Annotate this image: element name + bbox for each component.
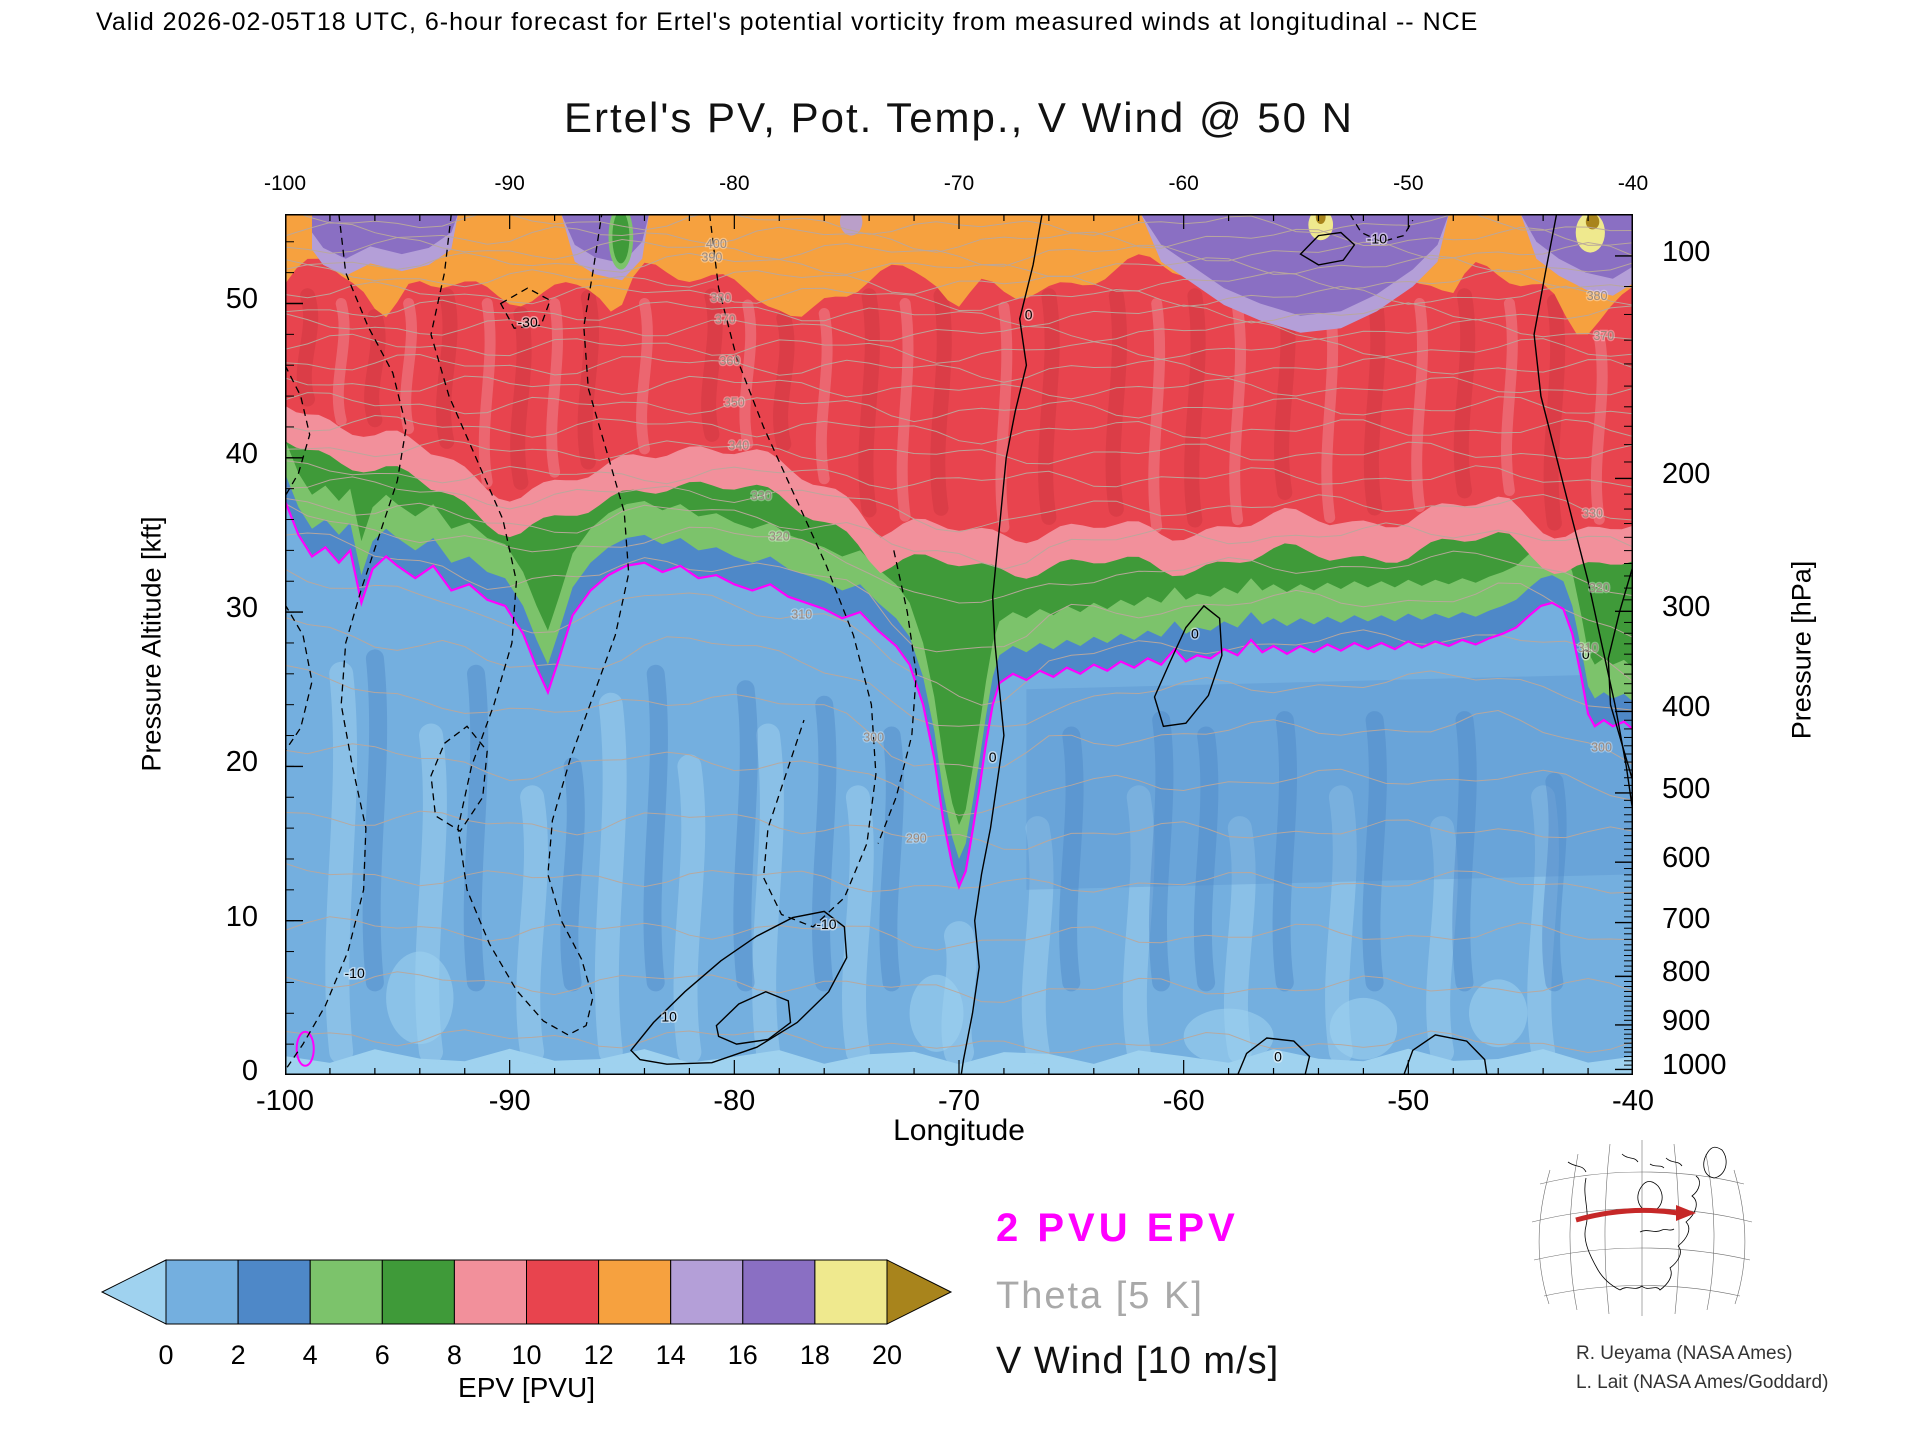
- colorbar-tick-label: 6: [374, 1340, 390, 1370]
- svg-text:0: 0: [1191, 626, 1199, 642]
- svg-text:-10: -10: [345, 965, 365, 981]
- y-axis-tick-label-hpa: 200: [1662, 458, 1711, 491]
- y-axis-tick-label-kft: 10: [225, 900, 258, 933]
- svg-text:350: 350: [724, 395, 745, 409]
- x-axis-tick-label: -50: [1387, 1085, 1430, 1117]
- map-inset: [1531, 1140, 1753, 1316]
- svg-text:390: 390: [701, 250, 722, 264]
- x-axis-tick-label: -100: [255, 1085, 315, 1117]
- svg-text:320: 320: [1589, 581, 1610, 595]
- credit-line-1: R. Ueyama (NASA Ames): [1576, 1343, 1793, 1364]
- svg-text:300: 300: [1591, 740, 1612, 754]
- credit-line-2: L. Lait (NASA Ames/Goddard): [1576, 1371, 1829, 1393]
- x-axis-tick-label: -80: [713, 1085, 756, 1117]
- svg-text:340: 340: [728, 439, 749, 453]
- svg-text:330: 330: [751, 489, 772, 503]
- y-axis-tick-label-kft: 40: [225, 437, 258, 470]
- colorbar-tick-label: 12: [583, 1340, 614, 1370]
- x-axis-tick-label-top: -80: [719, 172, 750, 195]
- x-axis-tick-label-top: -90: [494, 172, 525, 195]
- svg-text:400: 400: [706, 237, 727, 251]
- y-axis-tick-label-hpa: 700: [1662, 902, 1711, 935]
- map-graticule: [1531, 1140, 1753, 1316]
- x-axis-label: Longitude: [893, 1114, 1025, 1147]
- overlay-legend: 2 PVU EPV Theta [5 K] V Wind [10 m/s]: [996, 1206, 1279, 1383]
- y-axis-tick-label-kft: 50: [225, 283, 258, 316]
- legend-theta: Theta [5 K]: [996, 1275, 1204, 1317]
- colorbar-tick-label: 2: [230, 1340, 246, 1370]
- credits: R. Ueyama (NASA Ames) L. Lait (NASA Ames…: [1576, 1340, 1828, 1397]
- svg-text:360: 360: [719, 354, 740, 368]
- svg-text:310: 310: [1578, 641, 1599, 655]
- svg-text:0: 0: [1274, 1048, 1282, 1064]
- x-axis-tick-label-top: -60: [1168, 172, 1199, 195]
- y-axis-tick-label-hpa: 800: [1662, 956, 1711, 989]
- y-axis-tick-label-hpa: 300: [1662, 591, 1711, 624]
- colorbar-tick-label: 14: [655, 1340, 686, 1370]
- x-axis-tick-label: -60: [1162, 1085, 1205, 1117]
- y-axis-tick-label-hpa: 900: [1662, 1004, 1711, 1037]
- svg-text:290: 290: [906, 832, 927, 846]
- svg-text:380: 380: [710, 291, 731, 305]
- header-valid-text: Valid 2026-02-05T18 UTC, 6-hour forecast…: [96, 8, 1479, 36]
- x-axis-tick-label: -70: [938, 1085, 980, 1117]
- svg-text:-30: -30: [518, 314, 538, 330]
- colorbar-label: EPV [PVU]: [458, 1372, 595, 1403]
- x-axis-tick-label: -40: [1612, 1085, 1654, 1117]
- svg-text:370: 370: [715, 312, 736, 326]
- y-axis-tick-label-kft: 30: [225, 592, 258, 625]
- cross-section-track: [1575, 1207, 1679, 1223]
- colorbar: [100, 1259, 953, 1325]
- svg-text:380: 380: [1587, 289, 1608, 303]
- y-axis-tick-label-hpa: 400: [1662, 691, 1711, 724]
- x-axis-tick-label-top: -50: [1393, 172, 1424, 195]
- y-axis-tick-label-hpa: 500: [1662, 772, 1711, 805]
- colorbar-tick-label: 10: [511, 1340, 542, 1370]
- y-axis-label-right: Pressure [hPa]: [1786, 560, 1817, 740]
- y-axis-tick-label-hpa: 100: [1662, 235, 1711, 268]
- x-axis-tick-label-top: -100: [263, 172, 307, 195]
- svg-text:-10: -10: [1367, 231, 1387, 247]
- svg-text:370: 370: [1593, 329, 1614, 343]
- y-axis-tick-label-hpa: 600: [1662, 842, 1711, 875]
- colorbar-tick-label: 16: [727, 1340, 758, 1370]
- map-coastlines: [1567, 1146, 1727, 1291]
- x-axis-tick-label-top: -70: [943, 172, 975, 195]
- colorbar-tick-label: 8: [446, 1340, 462, 1370]
- y-axis-label-left: Pressure Altitude [kft]: [136, 516, 167, 772]
- svg-text:330: 330: [1582, 506, 1603, 520]
- svg-text:0: 0: [1582, 646, 1590, 662]
- svg-text:320: 320: [769, 530, 790, 544]
- colorbar-tick-label: 4: [302, 1340, 318, 1370]
- svg-text:0: 0: [1025, 306, 1033, 322]
- chart-title: Ertel's PV, Pot. Temp., V Wind @ 50 N: [564, 94, 1354, 141]
- y-axis-tick-label-kft: 0: [241, 1055, 258, 1087]
- svg-text:10: 10: [661, 1008, 677, 1024]
- legend-2pvu-epv: 2 PVU EPV: [996, 1206, 1239, 1250]
- svg-text:310: 310: [791, 608, 812, 622]
- x-axis-tick-label: -90: [488, 1085, 531, 1117]
- svg-text:-10: -10: [816, 916, 836, 932]
- colorbar-tick-label: 18: [799, 1340, 830, 1370]
- svg-text:300: 300: [863, 731, 884, 745]
- y-axis-tick-label-kft: 20: [225, 746, 258, 779]
- y-axis-tick-label-hpa: 1000: [1662, 1049, 1727, 1082]
- colorbar-tick-label: 20: [871, 1340, 903, 1370]
- x-axis-tick-label-top: -40: [1617, 172, 1649, 195]
- legend-vwind: V Wind [10 m/s]: [996, 1340, 1280, 1382]
- svg-text:0: 0: [989, 749, 997, 765]
- cross-section-track-arrow: [1676, 1205, 1696, 1221]
- colorbar-tick-label: 0: [158, 1340, 174, 1370]
